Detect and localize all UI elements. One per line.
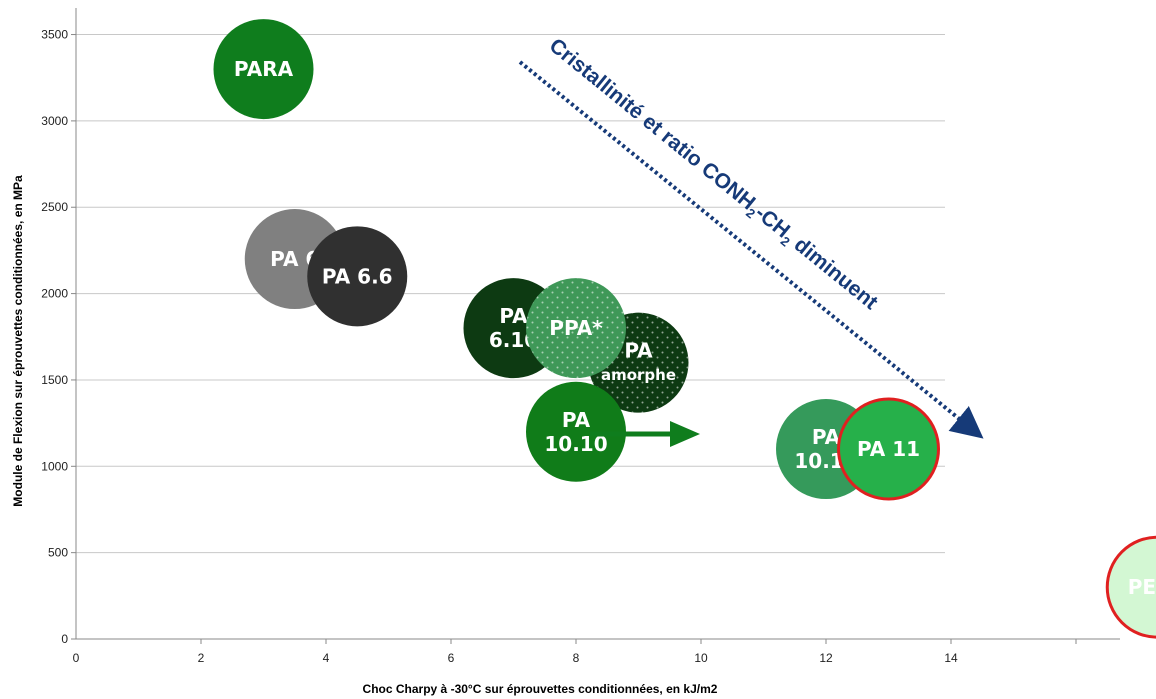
bubble-label: PA — [499, 304, 528, 328]
y-tick-label: 500 — [48, 546, 68, 560]
y-tick-labels: 0 500 1000 1500 2000 2500 3000 3500 — [41, 28, 68, 646]
y-tick-label: 3500 — [41, 28, 68, 42]
x-tick-label: 0 — [73, 651, 80, 665]
bubble-peba: PEBA — [1105, 535, 1156, 639]
y-tick-label: 0 — [61, 632, 68, 646]
x-tick-label: 8 — [573, 651, 580, 665]
y-tick-label: 1500 — [41, 373, 68, 387]
x-tick-label: 2 — [198, 651, 205, 665]
y-tick-label: 2000 — [41, 287, 68, 301]
gridlines — [71, 34, 1077, 644]
bubble-label: PPA* — [549, 316, 603, 340]
shift-arrow-head — [670, 421, 700, 447]
bubble-label: PA — [812, 425, 841, 449]
x-tick-label: 6 — [448, 651, 455, 665]
x-tick-label: 12 — [819, 651, 833, 665]
x-tick-label: 4 — [323, 651, 330, 665]
axes — [75, 8, 1120, 640]
bubble-circle-para — [213, 19, 314, 120]
bubble-label: PEBA — [1128, 575, 1156, 599]
trend-arrow — [518, 60, 984, 439]
bubble-circle-pa66 — [307, 226, 408, 327]
bubble-pa66: PA 6.6 — [307, 226, 408, 327]
bubble-para: PARA — [213, 19, 314, 120]
trend-text: Cristallinité et ratio CONH2-CH2 diminue… — [543, 34, 882, 316]
bubble-label: PA 6.6 — [322, 264, 393, 288]
bubble-label: PA 11 — [857, 437, 920, 461]
x-tick-label: 14 — [944, 651, 958, 665]
bubble-ppa: PPA* — [526, 278, 626, 379]
bubble-circle-peba — [1105, 535, 1156, 639]
bubble-label: PA — [562, 408, 591, 432]
bubble-circle-pa11 — [837, 397, 940, 501]
bubble-pa11: PA 11 — [837, 397, 940, 501]
y-tick-label: 1000 — [41, 459, 68, 473]
bubble-label: PARA — [234, 57, 294, 81]
bubble-pattern-ppa — [526, 278, 626, 379]
shift-arrow — [590, 421, 700, 447]
trend-text-part3: diminuent — [785, 229, 882, 314]
bubble-label: amorphe — [601, 366, 676, 384]
y-tick-label: 3000 — [41, 114, 68, 128]
x-tick-labels: 0 2 4 6 8 10 12 14 — [73, 651, 958, 665]
x-tick-label: 10 — [694, 651, 708, 665]
trend-text-part1: Cristallinité et ratio CONH — [545, 34, 760, 214]
x-axis-title: Choc Charpy à -30°C sur éprouvettes cond… — [363, 682, 718, 696]
bubble-label: PA — [624, 339, 653, 363]
bubble-circle-pa1010 — [526, 381, 626, 482]
y-tick-label: 2500 — [41, 200, 68, 214]
y-axis-title: Module de Flexion sur éprouvettes condit… — [11, 175, 25, 507]
